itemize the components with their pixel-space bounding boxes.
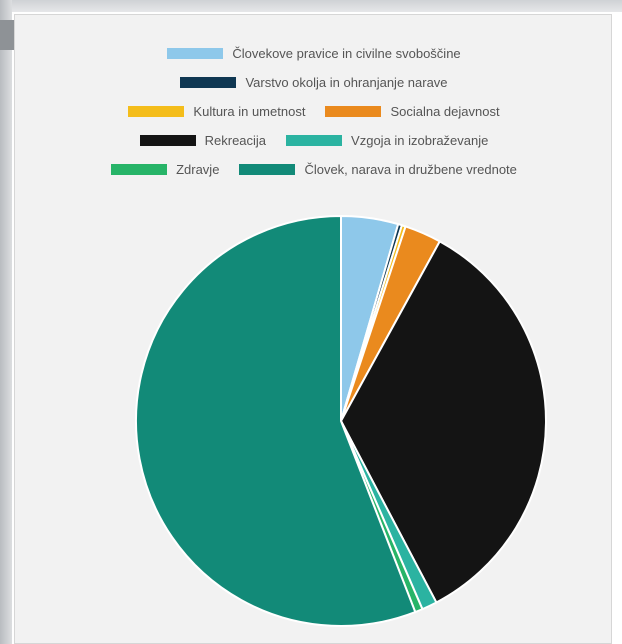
legend-label: Človek, narava in družbene vrednote <box>304 161 517 177</box>
pie-slice[interactable] <box>135 215 417 627</box>
legend-swatch <box>167 47 224 59</box>
legend-item[interactable]: Človekove pravice in civilne svoboščine <box>167 45 461 61</box>
legend-swatch <box>128 105 185 117</box>
legend-swatch <box>111 163 168 175</box>
legend-row: Zdravje Človek, narava in družbene vredno… <box>15 161 611 177</box>
pie-chart <box>135 215 547 627</box>
legend-swatch <box>239 163 296 175</box>
chart-card: Človekove pravice in civilne svoboščine V… <box>14 14 612 644</box>
legend-item[interactable]: Rekreacija <box>139 132 267 148</box>
legend-item[interactable]: Vzgoja in izobraževanje <box>286 133 488 148</box>
legend-label: Vzgoja in izobraževanje <box>351 132 489 148</box>
legend-item[interactable]: Zdravje <box>111 162 219 177</box>
legend-label: Zdravje <box>176 161 220 177</box>
legend-row: Varstvo okolja in ohranjanje narave <box>15 74 611 90</box>
legend-row: Kultura in umetnost Socialna dejavnost <box>15 103 611 119</box>
legend-label: Socialna dejavnost <box>390 103 500 119</box>
legend-label: Kultura in umetnost <box>193 103 306 119</box>
window-left-edge-mark <box>0 20 14 50</box>
legend-swatch <box>286 134 343 146</box>
legend-item[interactable]: Socialna dejavnost <box>325 103 500 119</box>
legend-item[interactable]: Varstvo okolja in ohranjanje narave <box>180 74 448 90</box>
legend-item[interactable]: Človek, narava in družbene vrednote <box>239 161 517 177</box>
chart-legend: Človekove pravice in civilne svoboščine V… <box>15 45 611 190</box>
legend-row: Rekreacija Vzgoja in izobraževanje <box>15 132 611 148</box>
legend-label: Rekreacija <box>204 132 267 148</box>
legend-swatch <box>139 134 196 146</box>
window-left-edge <box>0 0 12 644</box>
legend-label: Človekove pravice in civilne svoboščine <box>232 45 461 61</box>
pie-slice[interactable] <box>340 240 547 604</box>
window-top-edge <box>0 0 622 12</box>
legend-swatch <box>325 105 382 117</box>
legend-item[interactable]: Kultura in umetnost <box>128 104 305 119</box>
legend-row: Človekove pravice in civilne svoboščine <box>15 45 611 61</box>
legend-swatch <box>180 76 237 88</box>
legend-label: Varstvo okolja in ohranjanje narave <box>245 74 448 90</box>
